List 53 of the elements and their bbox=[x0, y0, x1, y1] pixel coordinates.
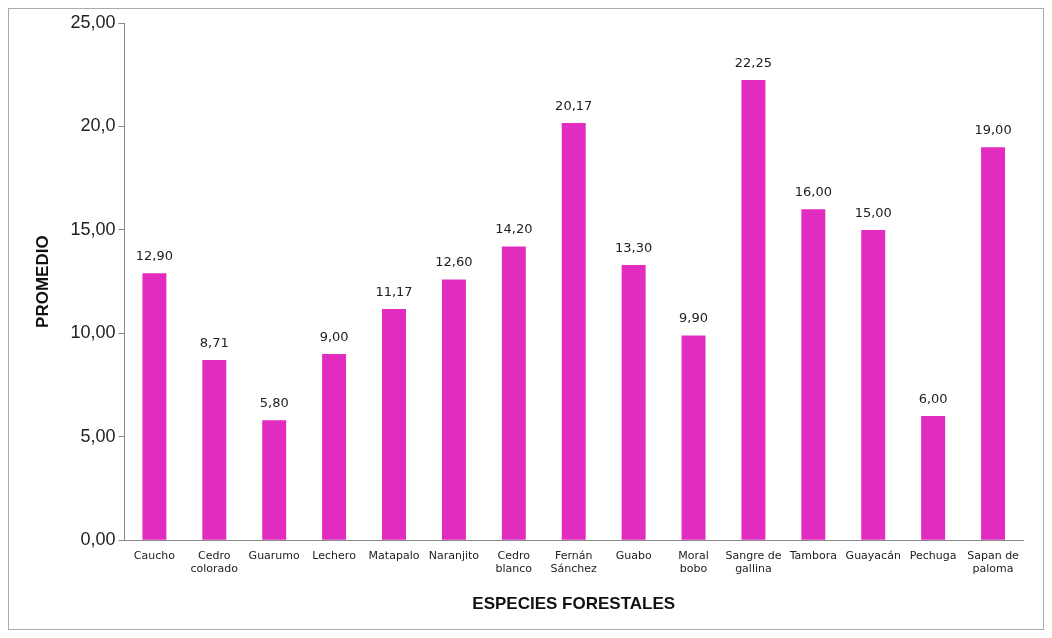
bar bbox=[861, 229, 886, 540]
data-label: 15,00 bbox=[854, 204, 892, 220]
y-tick-label: 5,00 bbox=[80, 425, 116, 446]
bar bbox=[741, 79, 766, 540]
y-tick-label: 10,00 bbox=[70, 322, 116, 343]
data-label: 14,20 bbox=[495, 221, 533, 237]
x-tick-label: Cedro blanco bbox=[495, 548, 533, 575]
x-tick-label: Lechero bbox=[312, 548, 357, 562]
y-tick-label: 15,00 bbox=[70, 218, 116, 239]
bar bbox=[322, 354, 347, 540]
bar bbox=[681, 335, 706, 540]
data-label: 13,30 bbox=[615, 239, 653, 255]
x-tick-label: Cedro colorado bbox=[190, 548, 239, 575]
x-tick-label: Guayacán bbox=[845, 548, 901, 562]
bar bbox=[142, 273, 167, 540]
bar bbox=[561, 122, 586, 540]
x-tick-label: Tambora bbox=[788, 548, 838, 562]
x-tick-label: Matapalo bbox=[368, 548, 420, 562]
bar bbox=[501, 246, 526, 540]
y-tick-label: 0,00 bbox=[80, 529, 116, 550]
x-axis-title: ESPECIES FORESTALES bbox=[472, 594, 676, 614]
y-axis-title: PROMEDIO bbox=[32, 235, 52, 328]
bar bbox=[981, 147, 1006, 540]
data-label: 12,90 bbox=[135, 248, 174, 264]
data-label: 20,17 bbox=[555, 97, 593, 113]
bar bbox=[621, 265, 646, 540]
y-tick-label: 20,0 bbox=[80, 115, 116, 136]
data-label: 6,00 bbox=[918, 390, 948, 406]
x-tick-label: Sapan de paloma bbox=[967, 548, 1020, 575]
data-label: 9,90 bbox=[679, 310, 709, 326]
x-tick-label: Guabo bbox=[615, 548, 652, 562]
y-tick-label: 25,00 bbox=[70, 11, 116, 32]
x-tick-label: Moral bobo bbox=[678, 548, 709, 575]
x-tick-label: Naranjito bbox=[428, 548, 480, 562]
data-label: 16,00 bbox=[794, 184, 832, 200]
data-label: 12,60 bbox=[435, 254, 473, 270]
x-tick-label: Caucho bbox=[133, 548, 176, 562]
bar bbox=[262, 420, 287, 540]
data-label: 22,25 bbox=[734, 54, 773, 70]
data-label: 8,71 bbox=[199, 334, 229, 350]
data-label: 11,17 bbox=[375, 283, 413, 299]
data-label: 19,00 bbox=[974, 122, 1012, 137]
x-tick-label: Pechuga bbox=[909, 548, 957, 562]
bar bbox=[921, 416, 946, 540]
x-tick-label: Fernán Sánchez bbox=[550, 548, 598, 575]
x-tick-label: Guarumo bbox=[248, 548, 301, 562]
bar bbox=[441, 279, 466, 540]
bar bbox=[382, 309, 406, 540]
bar bbox=[202, 360, 227, 540]
data-label: 9,00 bbox=[319, 328, 349, 344]
data-label: 5,80 bbox=[259, 395, 289, 411]
bar bbox=[801, 209, 826, 540]
x-tick-label: Sangre de gallina bbox=[725, 548, 782, 575]
